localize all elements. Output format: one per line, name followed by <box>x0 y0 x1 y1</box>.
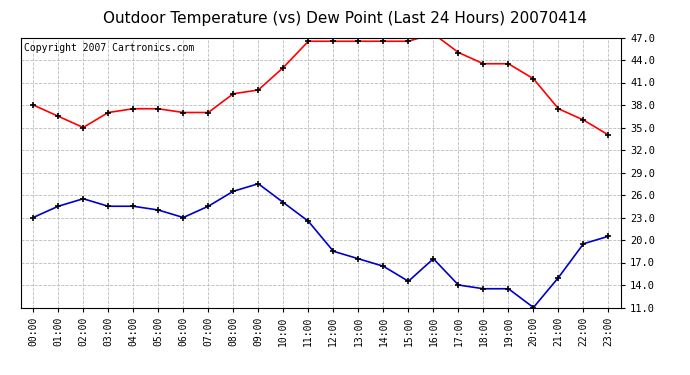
Text: Outdoor Temperature (vs) Dew Point (Last 24 Hours) 20070414: Outdoor Temperature (vs) Dew Point (Last… <box>103 11 587 26</box>
Text: Copyright 2007 Cartronics.com: Copyright 2007 Cartronics.com <box>23 43 194 53</box>
